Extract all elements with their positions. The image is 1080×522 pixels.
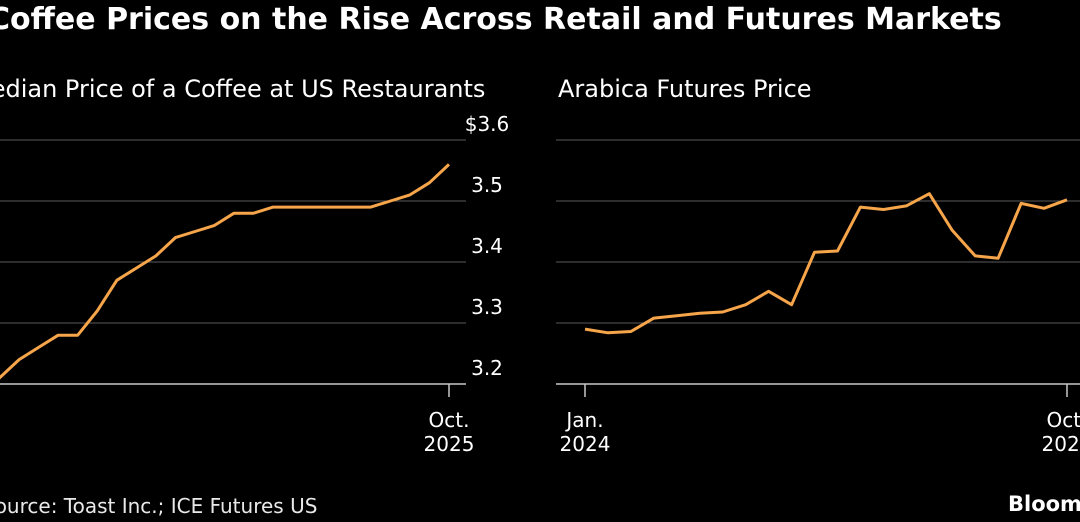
left-y-tick-label: 3.3 [471,295,503,319]
right-x-tick-label: Jan. [564,408,603,432]
figure-title: Coffee Prices on the Rise Across Retail … [0,2,1002,37]
left-y-tick-label: 3.5 [471,173,503,197]
right-x-tick-label-year: 2024 [560,432,611,456]
right-x-tick-label: Oct. [1047,408,1080,432]
left-y-tick-label: 3.4 [471,234,503,258]
left-y-tick-label: 3.2 [471,356,503,380]
left-y-tick-label: $3.6 [465,112,510,136]
right-chart-panel: Arabica Futures Price Jan.2024 Oct.2025 [556,75,1080,456]
right-chart-title: Arabica Futures Price [558,75,812,103]
source-note: Source: Toast Inc.; ICE Futures US [0,494,318,518]
left-x-tick-label: Oct. [429,408,470,432]
left-chart-panel: Median Price of a Coffee at US Restauran… [0,75,509,456]
left-x-tick-label-year: 2025 [424,432,475,456]
right-series-line [584,192,1068,335]
left-chart-title: Median Price of a Coffee at US Restauran… [0,75,485,103]
left-series-line [0,163,451,380]
brand-logo: Bloomberg [1008,492,1080,516]
right-x-tick-label-year: 2025 [1042,432,1080,456]
